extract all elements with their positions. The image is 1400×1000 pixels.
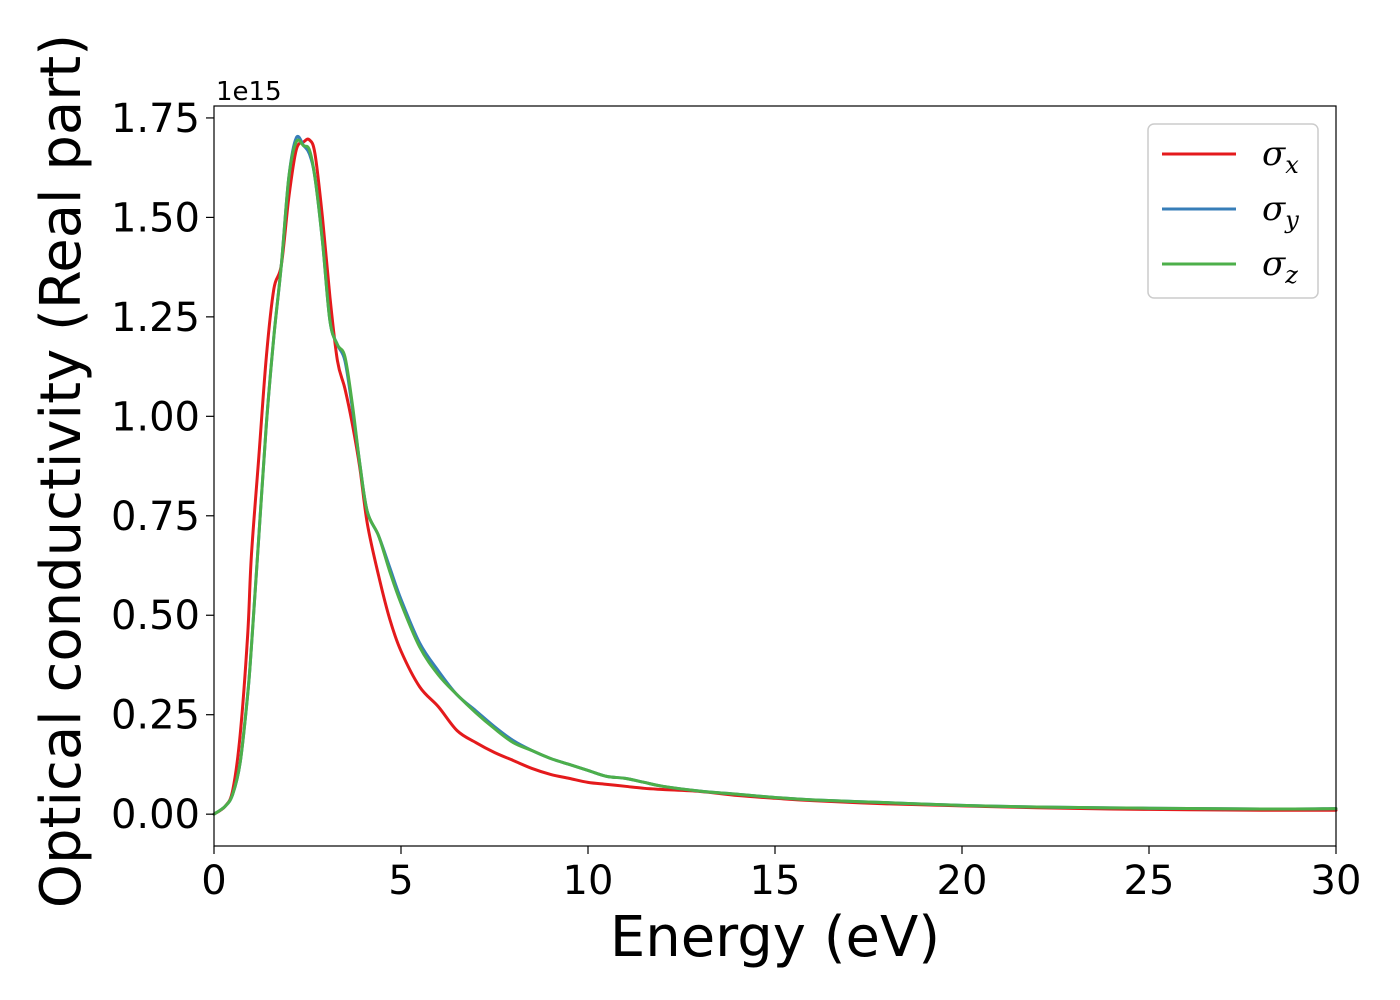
y-tick-label: 1.50: [111, 195, 200, 241]
y-tick-label: 1.00: [111, 394, 200, 440]
x-tick-label: 10: [563, 858, 614, 904]
y-tick-label: 1.25: [111, 295, 200, 341]
legend: σx σy σz: [1147, 123, 1319, 299]
legend-label-y: σy: [1262, 189, 1299, 234]
legend-box: [1147, 123, 1319, 299]
series-layer: [212, 134, 1338, 816]
series-line-z: [212, 138, 1338, 816]
legend-label-x: σx: [1262, 134, 1299, 179]
x-tick-label: 30: [1311, 858, 1362, 904]
x-tick-label: 15: [750, 858, 801, 904]
y-tick-label: 0.00: [111, 792, 200, 838]
legend-label-z: σz: [1262, 244, 1298, 289]
y-tick-label: 0.50: [111, 593, 200, 639]
x-tick-label: 0: [201, 858, 226, 904]
y-axis-offset-text: 1e15: [216, 77, 282, 107]
x-tick-label: 20: [937, 858, 988, 904]
y-tick-label: 0.25: [111, 693, 200, 739]
x-tick-label: 5: [388, 858, 413, 904]
x-axis-label: Energy (eV): [610, 905, 940, 970]
y-tick-label: 0.75: [111, 494, 200, 540]
y-axis: 0.00 0.25 0.50 0.75 1.00 1.25 1.50 1.75: [111, 96, 214, 838]
y-tick-label: 1.75: [111, 96, 200, 142]
x-axis: 0 5 10 15 20 25 30: [201, 846, 1361, 904]
x-tick-label: 25: [1124, 858, 1175, 904]
y-axis-label: Optical conductivity (Real part): [29, 34, 94, 908]
